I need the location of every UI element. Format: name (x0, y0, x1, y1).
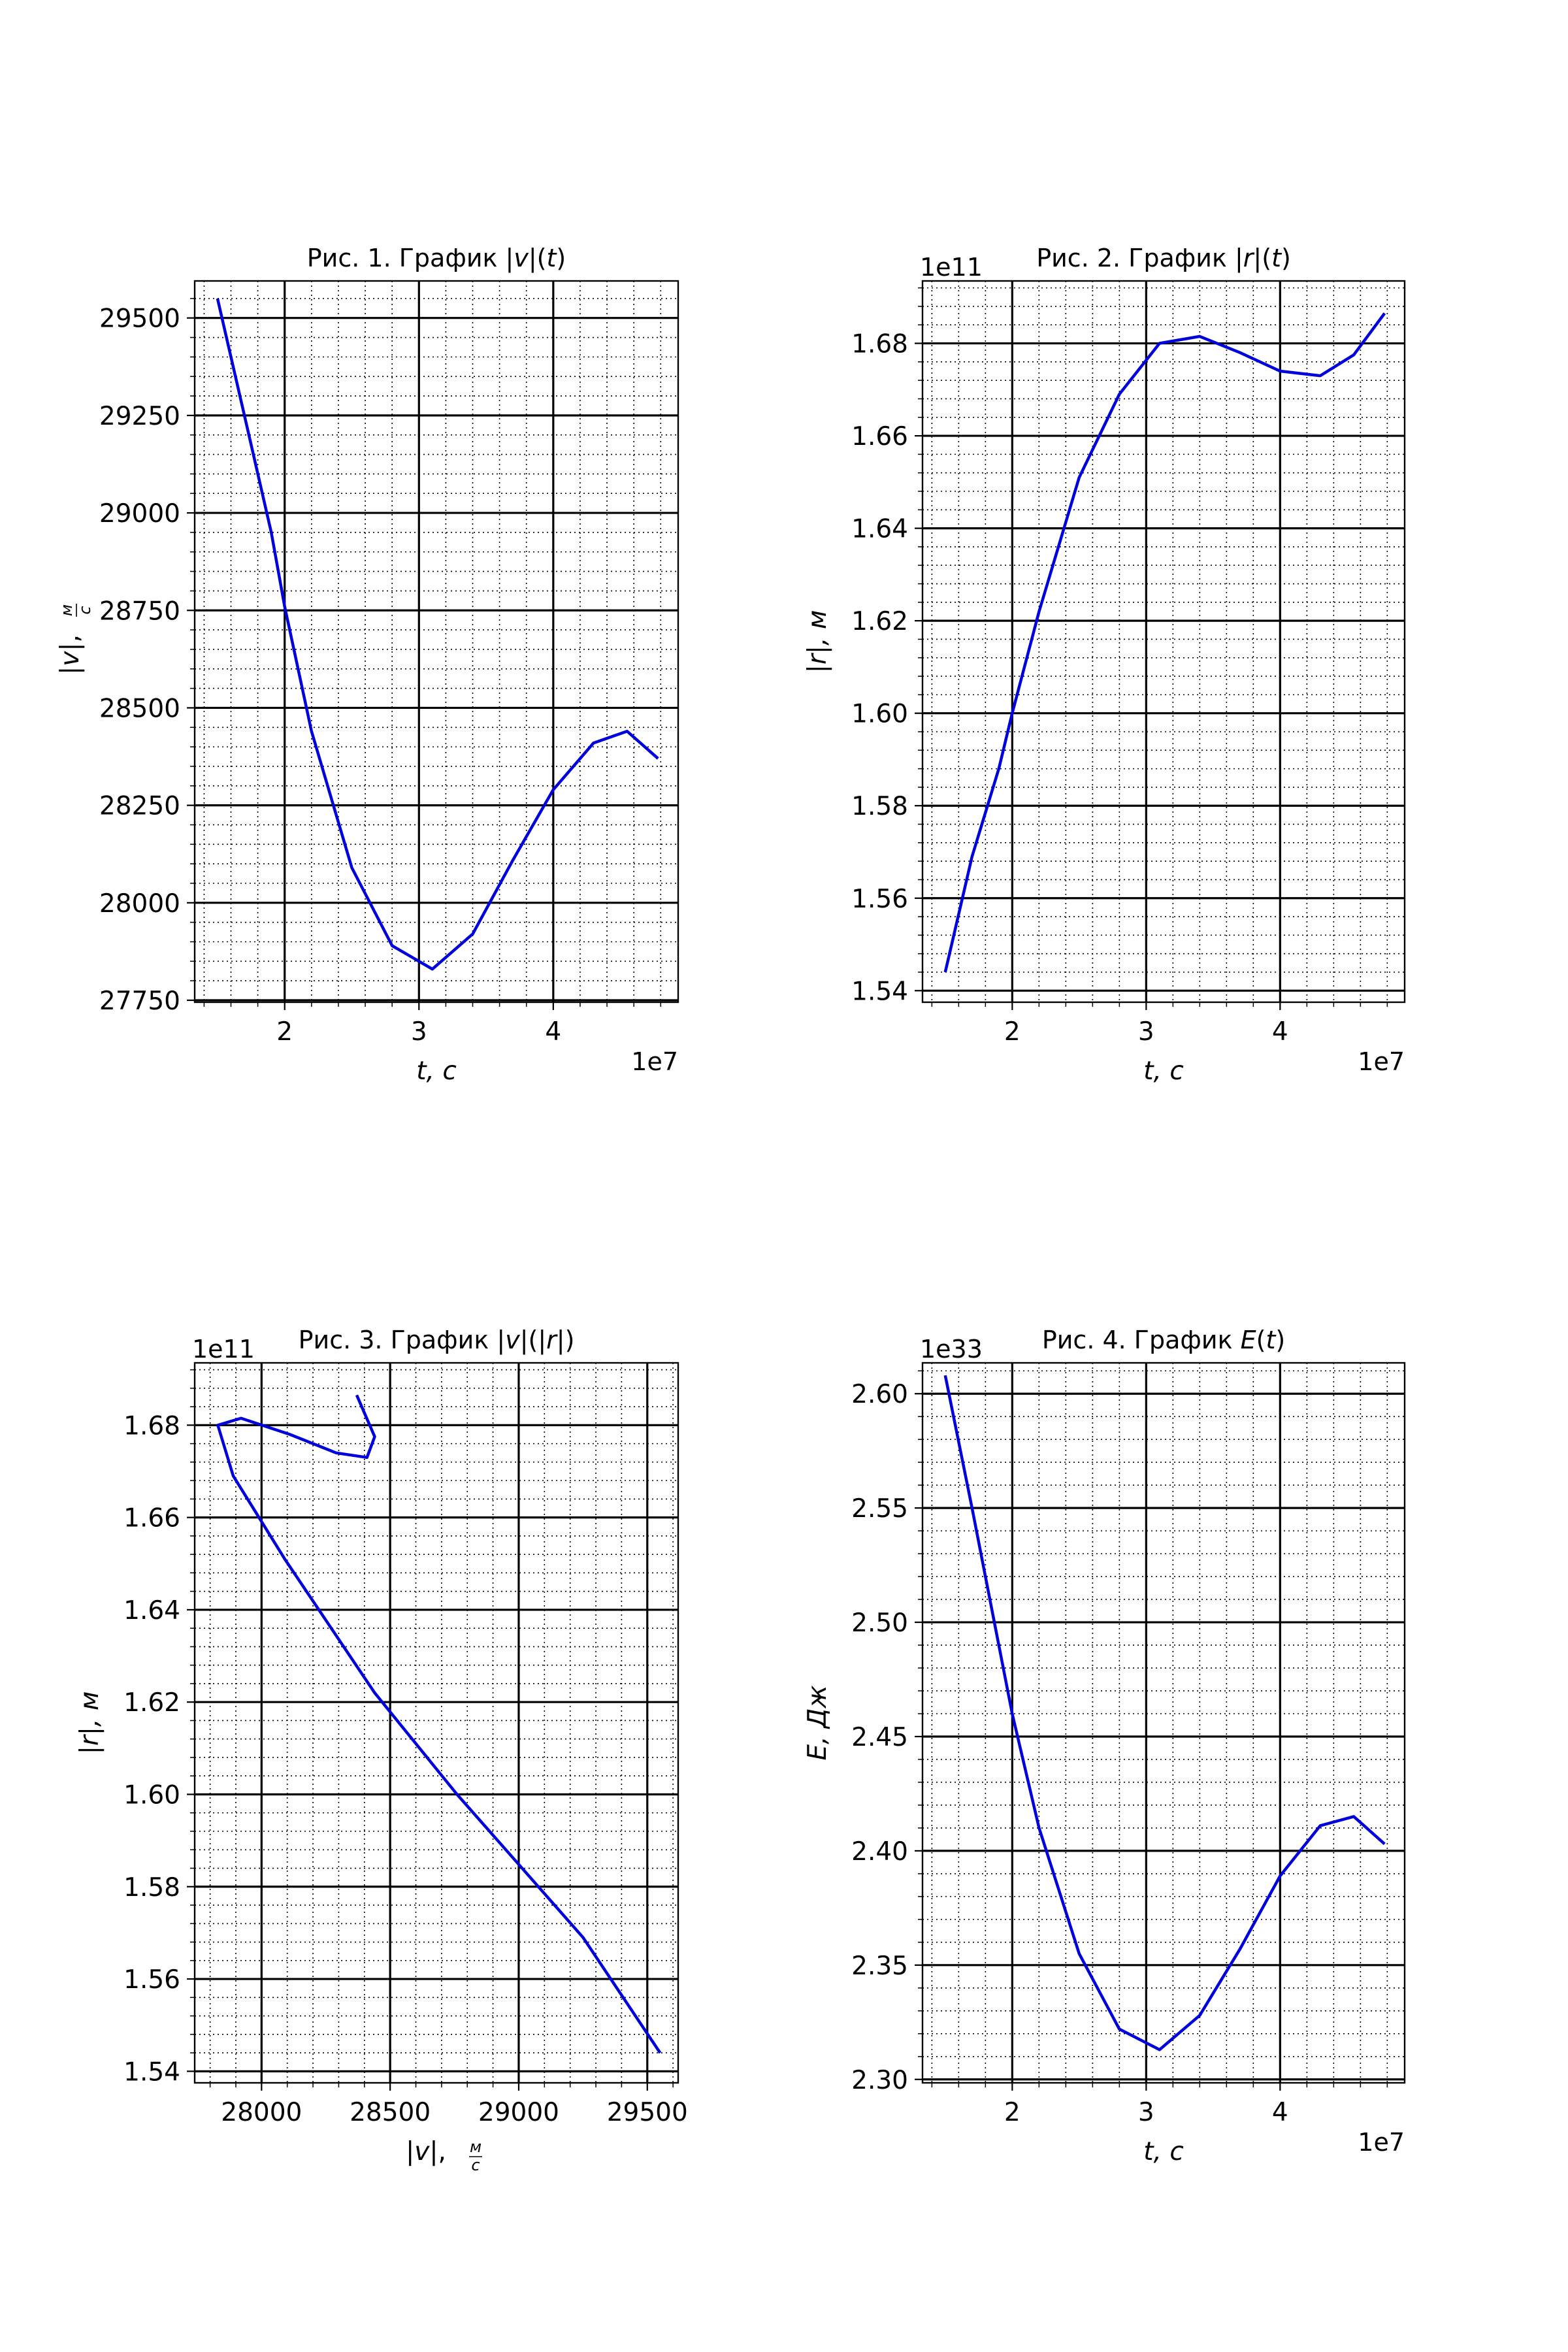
y-offset-label: 1e33 (920, 1335, 983, 1364)
series-line (216, 1394, 662, 2054)
svg-text:c: c (471, 2156, 480, 2174)
chart-panel-4: 2 3 4 2.30 2.35 2.40 2.45 2.50 2.55 2.60 Рис. 4. Г… (803, 1326, 1406, 2166)
x-tick-label: 29000 (478, 2098, 559, 2127)
y-tick-label: 1.64 (851, 515, 908, 544)
y-tick-label: 29250 (99, 402, 180, 431)
x-tick-label: 3 (1138, 1017, 1154, 1047)
x-axis-unit-fraction: мc (469, 2138, 482, 2174)
x-tick-label: 28500 (350, 2098, 431, 2127)
x-tick-label: 3 (411, 1017, 427, 1047)
y-axis-label: |r|, м (803, 610, 832, 674)
y-tick-label: 1.62 (851, 607, 908, 636)
x-tick-label: 3 (1138, 2098, 1154, 2127)
y-offset-label: 1e11 (920, 253, 983, 282)
series-line (943, 312, 1386, 973)
chart-title: Рис. 1. График |v|(t) (307, 244, 566, 273)
y-tick-label: 29500 (99, 304, 180, 334)
x-tick-label: 29500 (607, 2098, 688, 2127)
svg-text:м: м (57, 604, 76, 616)
axes-frame (193, 280, 679, 1004)
y-tick-label: 2.55 (851, 1494, 908, 1524)
chart-title: Рис. 3. График |v|(|r|) (299, 1326, 575, 1355)
y-tick-label: 1.62 (123, 1688, 180, 1718)
svg-text:|r|, м: |r|, м (803, 610, 832, 674)
y-tick-label: 1.58 (851, 792, 908, 821)
x-tick-label: 4 (1272, 2098, 1288, 2127)
y-tick-label: 28000 (99, 889, 180, 919)
y-tick-label: 1.68 (851, 330, 908, 359)
x-tick-label: 28000 (221, 2098, 302, 2127)
y-tick-label: 1.56 (123, 1965, 180, 1995)
y-tick-label: 2.45 (851, 1723, 908, 1752)
chart-panel-1: 2 3 4 27750 28000 28250 28500 28750 29000 29250 29… (56, 244, 679, 1086)
major-grid: 2 3 4 1.54 1.56 1.58 1.60 1.62 1.64 1.66 1.68 (851, 281, 1405, 1047)
svg-text:E, Дж: E, Дж (803, 1685, 832, 1760)
svg-text:|v|,: |v|, (56, 634, 85, 675)
x-axis-label: t, c (416, 1056, 457, 1086)
x-axis-label: |v|, (406, 2137, 446, 2166)
y-tick-label: 1.60 (851, 700, 908, 729)
chart-title: Рис. 2. График |r|(t) (1036, 244, 1291, 273)
y-tick-label: 1.54 (851, 977, 908, 1006)
x-offset-label: 1e7 (631, 1047, 678, 1076)
y-tick-label: 1.54 (123, 2057, 180, 2087)
x-offset-label: 1e7 (1358, 2128, 1405, 2157)
chart-panel-2: 2 3 4 1.54 1.56 1.58 1.60 1.62 1.64 1.66 1.68 Рис. … (803, 244, 1406, 1086)
x-axis-label: t, c (1143, 2137, 1184, 2166)
major-grid: 2 3 4 27750 28000 28250 28500 28750 29000 29250 29… (99, 281, 678, 1047)
minor-grid (190, 281, 678, 1007)
svg-text:c: c (76, 606, 94, 614)
x-tick-label: 2 (276, 1017, 293, 1047)
y-axis-label: |r|, м (75, 1691, 105, 1755)
y-tick-label: 1.66 (123, 1504, 180, 1533)
major-grid: 2 3 4 2.30 2.35 2.40 2.45 2.50 2.55 2.60 (851, 1363, 1405, 2127)
y-tick-label: 2.60 (851, 1380, 908, 1409)
x-tick-label: 2 (1004, 2098, 1021, 2127)
y-tick-label: 1.68 (123, 1411, 180, 1441)
y-tick-label: 2.35 (851, 1952, 908, 1981)
y-axis-label: E, Дж (803, 1685, 832, 1760)
x-offset-label: 1e7 (1358, 1047, 1405, 1076)
axes-frame (921, 280, 1406, 1004)
y-tick-label: 1.56 (851, 885, 908, 914)
y-tick-label: 28750 (99, 596, 180, 626)
y-tick-label: 1.66 (851, 422, 908, 451)
y-tick-label: 2.40 (851, 1837, 908, 1867)
chart-title: Рис. 4. График E(t) (1042, 1326, 1285, 1354)
y-tick-label: 1.64 (123, 1596, 180, 1625)
axes-frame (921, 1362, 1406, 2084)
y-axis-label: |v|, м c (56, 604, 94, 675)
minor-grid (918, 1363, 1405, 2087)
axes-frame (193, 1362, 679, 2084)
y-tick-label: 2.50 (851, 1609, 908, 1638)
y-tick-label: 29000 (99, 499, 180, 529)
y-tick-label: 27750 (99, 987, 180, 1016)
x-axis-label: t, c (1143, 1056, 1184, 1086)
svg-text:|r|, м: |r|, м (75, 1691, 105, 1755)
x-tick-label: 2 (1004, 1017, 1021, 1047)
chart-panel-3: 28000 28500 29000 29500 1.54 1.56 1.58 1.60 1.62… (75, 1326, 688, 2174)
series-line (943, 1375, 1386, 2051)
svg-text:м: м (470, 2138, 482, 2156)
y-tick-label: 28250 (99, 792, 180, 821)
y-offset-label: 1e11 (192, 1335, 255, 1364)
major-grid: 28000 28500 29000 29500 1.54 1.56 1.58 1.60 1.62… (123, 1363, 688, 2127)
y-tick-label: 2.30 (851, 2066, 908, 2095)
x-tick-label: 4 (1272, 1017, 1288, 1047)
y-tick-label: 1.58 (123, 1873, 180, 1903)
series-line (216, 298, 659, 971)
x-tick-label: 4 (545, 1017, 561, 1047)
y-tick-label: 1.60 (123, 1780, 180, 1810)
y-tick-label: 28500 (99, 694, 180, 723)
